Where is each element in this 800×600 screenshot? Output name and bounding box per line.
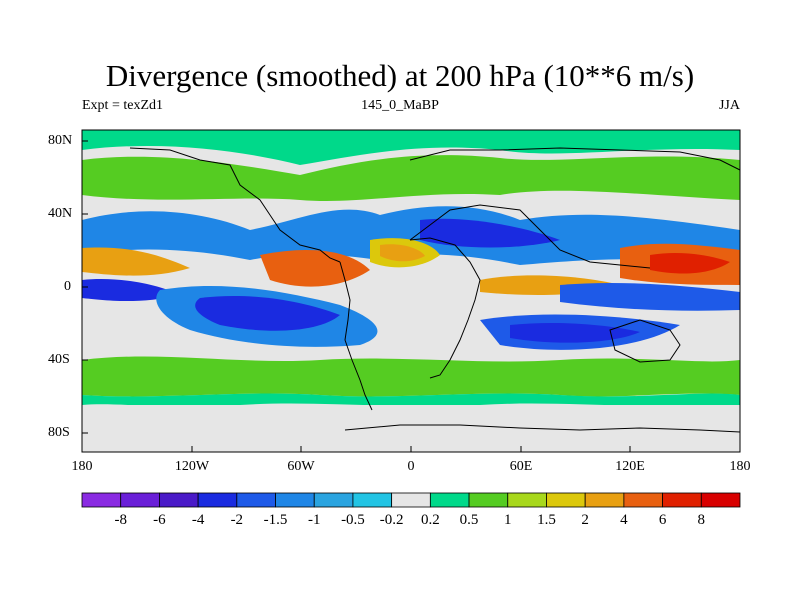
- colorbar-label: -2: [230, 512, 244, 528]
- colorbar-swatch: [352, 492, 393, 508]
- contour-tropic-orange-3: [380, 244, 425, 262]
- colorbar-swatch: [662, 492, 702, 508]
- colorbar-label: -0.5: [341, 512, 365, 528]
- contour-eq-blue: [82, 279, 180, 302]
- colorbar-label: -1.5: [263, 512, 288, 528]
- coast-australia: [609, 319, 681, 363]
- lat-label-40s: 40S: [48, 352, 70, 367]
- map-title: Divergence (smoothed) at 200 hPa (10**6 …: [105, 58, 695, 93]
- colorbar-label: 1: [504, 512, 512, 528]
- contour-sh-teal: [82, 393, 740, 407]
- colorbar-swatch: [429, 492, 470, 508]
- contour-sh-green: [82, 356, 740, 397]
- coast-south-america: [339, 261, 373, 411]
- colorbar-swatch: [391, 492, 431, 508]
- colorbar-swatch: [159, 492, 199, 508]
- contour-sh-darkblue: [195, 295, 340, 331]
- axis-ticks: [81, 140, 741, 452]
- colorbar-swatch: [197, 492, 238, 508]
- lat-label-80n: 80N: [48, 133, 73, 148]
- colorbar-swatch: [275, 492, 315, 508]
- colorbar-label: -4: [191, 512, 205, 528]
- colorbar-swatch: [623, 492, 663, 508]
- contour-sh-darkblue-2: [510, 322, 640, 343]
- colorbar-swatch: [546, 492, 586, 508]
- contour-tropic-red-core: [650, 252, 730, 274]
- lat-label-80s: 80S: [48, 425, 70, 440]
- lon-label-180e: 180: [729, 459, 751, 474]
- lon-label-60w: 60W: [287, 459, 315, 474]
- coast-africa: [409, 237, 481, 379]
- colorbar-swatch: [507, 492, 547, 508]
- contour-north-teal: [82, 130, 740, 165]
- contour-nh-blue: [82, 206, 740, 265]
- colorbar-swatch: [468, 492, 509, 508]
- colorbar-swatch: [700, 492, 741, 508]
- coastlines: [129, 147, 741, 433]
- colorbar-label: 6: [658, 512, 667, 528]
- coast-north-america: [129, 147, 341, 263]
- contour-eq-blue-2: [560, 282, 740, 311]
- colorbar-label: 0.5: [459, 512, 479, 528]
- contour-field: [82, 130, 740, 452]
- lon-label-60e: 60E: [509, 459, 533, 474]
- lat-label-0: 0: [64, 279, 71, 294]
- colorbar-label: 0.2: [420, 512, 440, 528]
- colorbar-swatch: [120, 492, 160, 508]
- colorbar-swatch: [236, 492, 276, 508]
- colorbar: [81, 492, 741, 508]
- colorbar-label: -6: [153, 512, 166, 528]
- coast-eurasia: [409, 147, 741, 269]
- colorbar-label: -8: [114, 512, 127, 528]
- colorbar-label: 2: [581, 512, 589, 528]
- colorbar-swatch: [313, 492, 354, 508]
- contour-tropic-orange: [82, 247, 190, 276]
- lon-label-180w: 180: [71, 459, 93, 474]
- colorbar-label: 8: [697, 512, 706, 528]
- colorbar-swatch: [584, 492, 625, 508]
- colorbar-label: -0.2: [379, 512, 404, 528]
- colorbar-swatch: [81, 492, 122, 508]
- experiment-label: Expt = texZd1: [82, 98, 163, 113]
- period-label: 145_0_MaBP: [361, 98, 439, 113]
- lon-label-0: 0: [407, 459, 415, 474]
- contour-nh-darkblue: [420, 218, 560, 248]
- colorbar-label: 4: [620, 512, 628, 528]
- contour-tropic-orange-2: [260, 250, 370, 287]
- lat-label-40n: 40N: [48, 206, 73, 221]
- colorbar-label: -1: [307, 512, 321, 528]
- lon-label-120w: 120W: [174, 459, 210, 474]
- coast-antarctica: [344, 424, 741, 433]
- colorbar-label: 1.5: [537, 512, 556, 528]
- lon-label-120e: 120E: [615, 459, 645, 474]
- season-label: JJA: [718, 98, 740, 113]
